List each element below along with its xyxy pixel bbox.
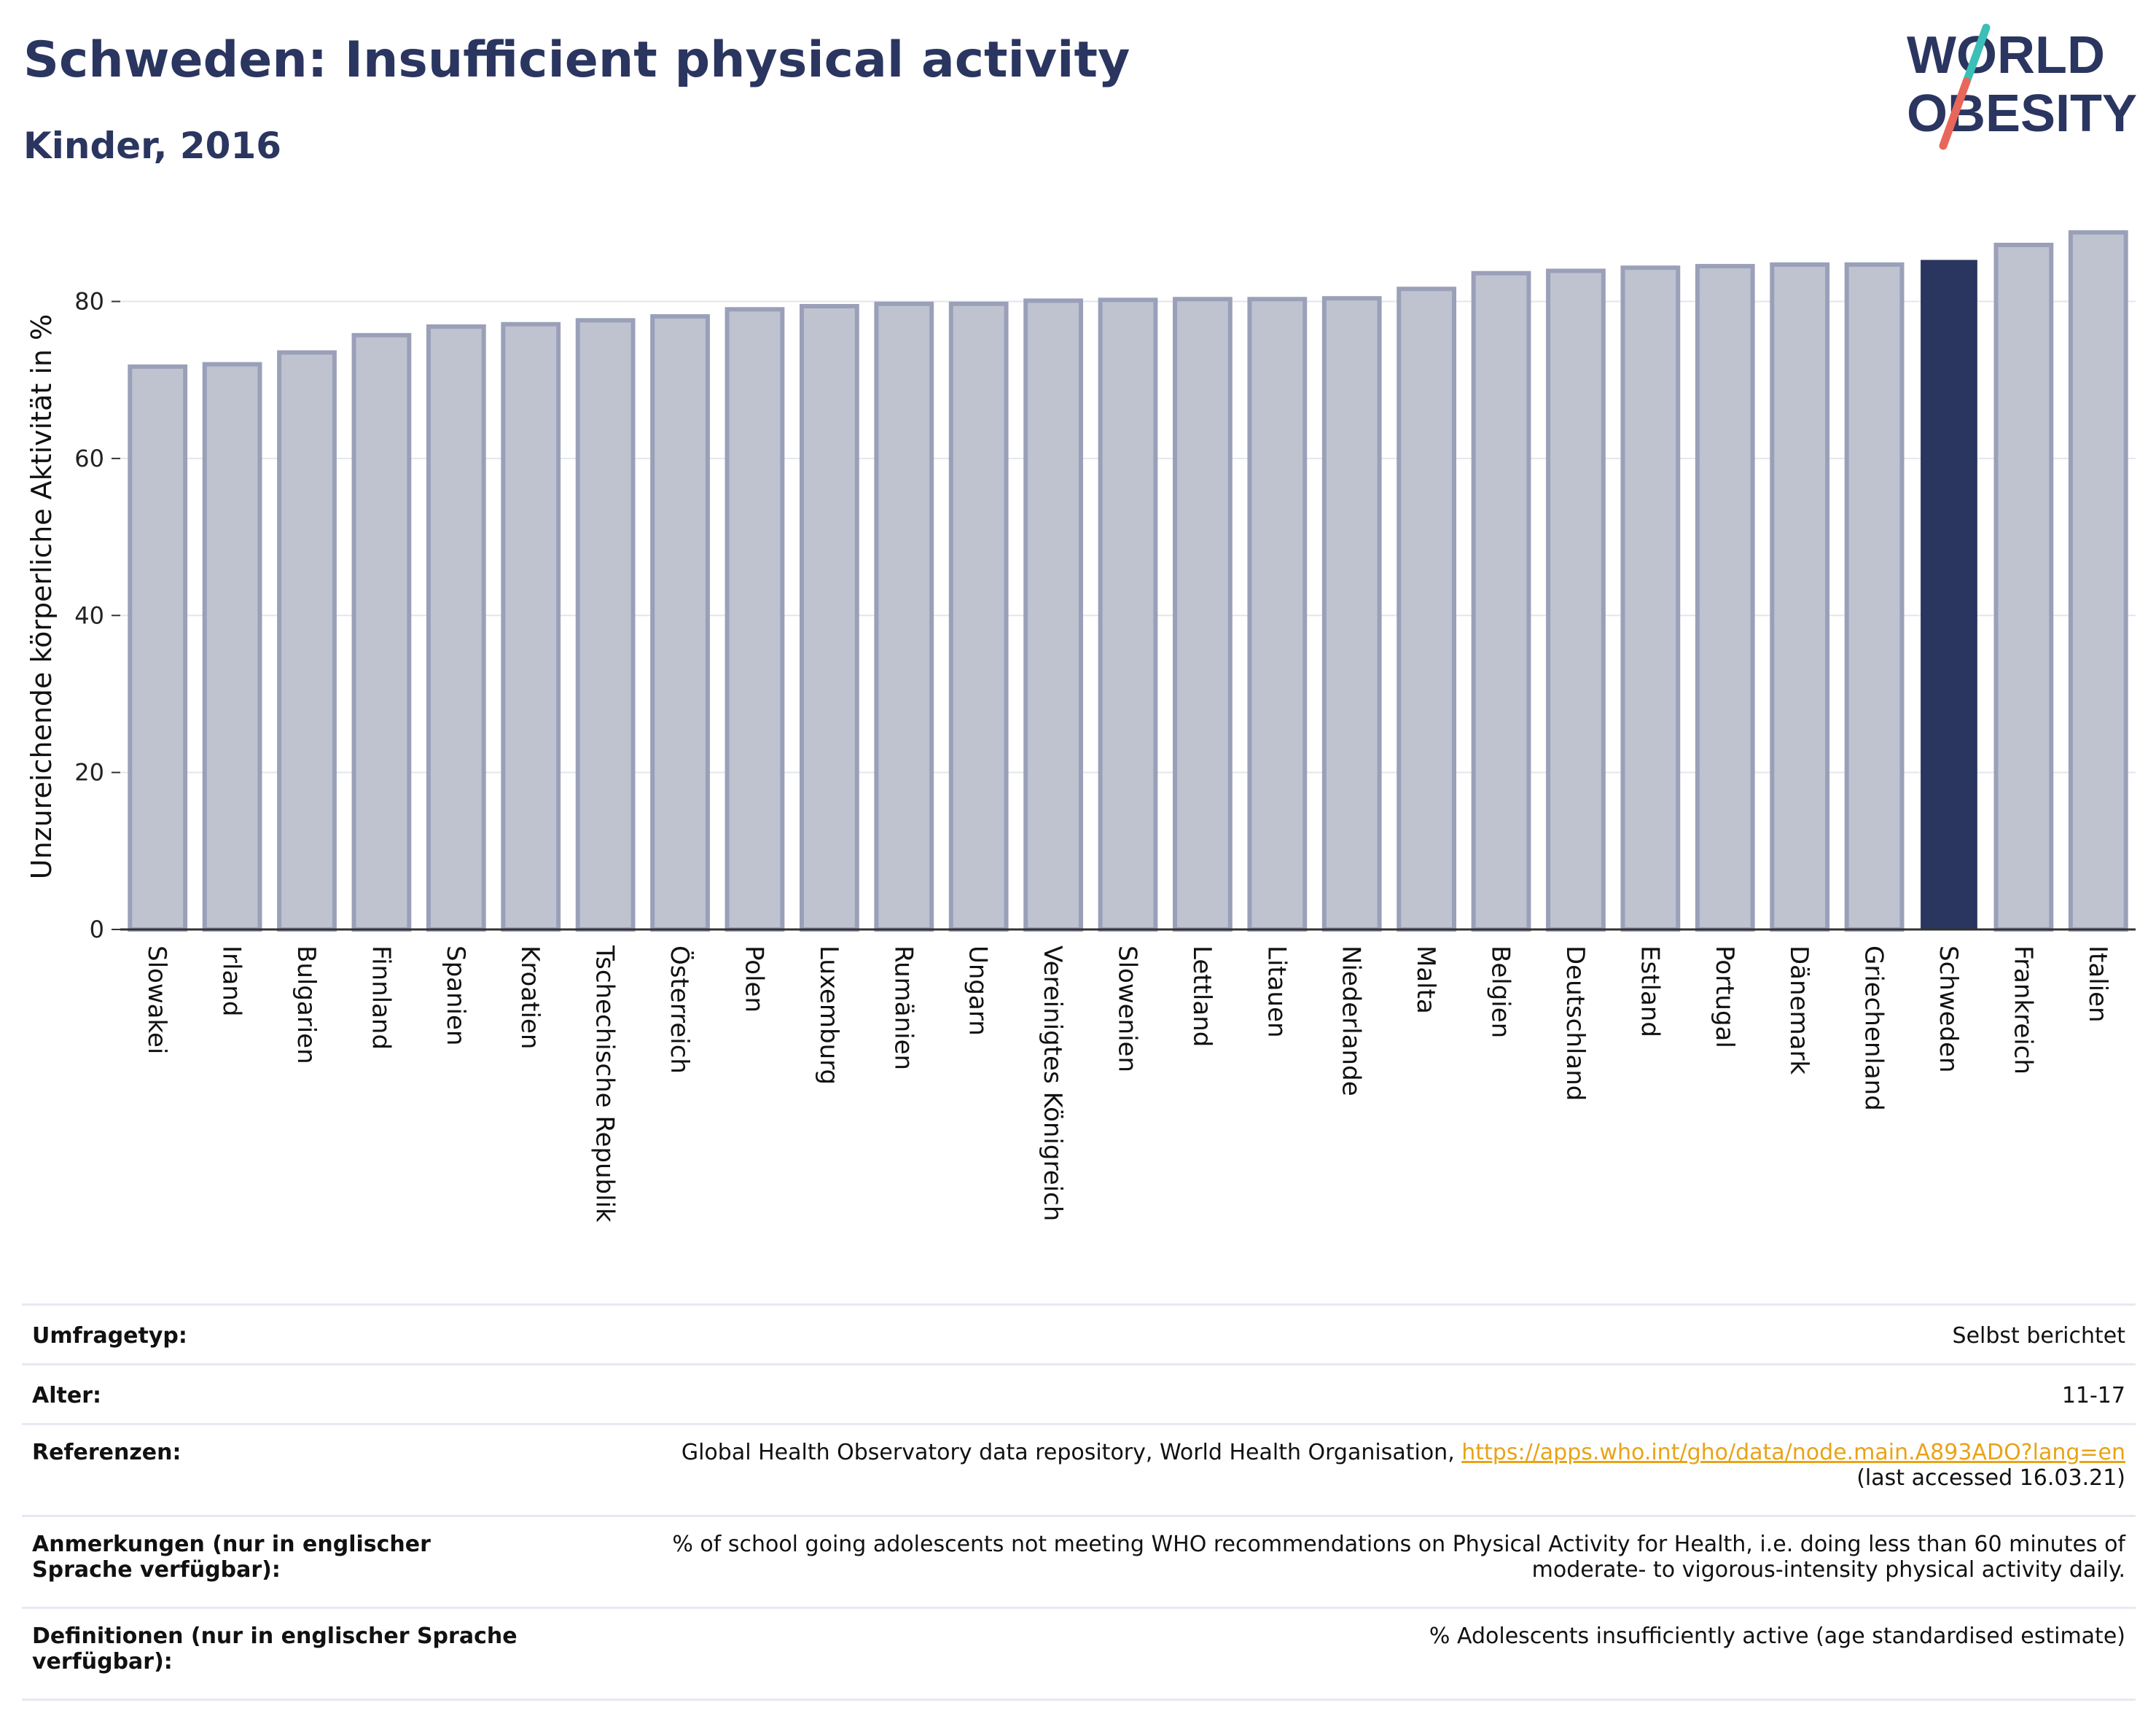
x-tick-label: Slowakei xyxy=(142,946,171,1054)
bar xyxy=(277,350,337,932)
info-row-notes: Anmerkungen (nur in englischer Sprache v… xyxy=(22,1515,2136,1608)
info-key: Definitionen (nur in englischer Sprache … xyxy=(22,1607,532,1701)
notes-line1: % of school going adolescents not meetin… xyxy=(672,1532,2125,1557)
x-tick-label: Ungarn xyxy=(964,946,993,1036)
info-value: Selbst berichtet xyxy=(532,1303,2136,1365)
x-tick-label: Estland xyxy=(1635,946,1664,1037)
x-tick-label: Schweden xyxy=(1934,946,1963,1073)
bar xyxy=(724,307,785,932)
x-tick-label: Malta xyxy=(1411,946,1440,1014)
notes-line2: moderate- to vigorous-intensity physical… xyxy=(1531,1557,2125,1583)
x-tick-label: Tschechische Republik xyxy=(590,945,620,1223)
bar xyxy=(1173,297,1233,932)
y-tick-label: 40 xyxy=(74,601,104,629)
reference-accessed: (last accessed 16.03.21) xyxy=(1856,1465,2125,1491)
bar xyxy=(1546,268,1606,932)
bar-highlighted xyxy=(1921,260,1977,930)
y-tick-label: 0 xyxy=(90,916,104,943)
bar xyxy=(501,321,561,932)
x-tick-label: Irland xyxy=(217,946,246,1016)
x-tick-label: Italien xyxy=(2083,946,2112,1023)
x-tick-label: Lettland xyxy=(1187,946,1216,1047)
bar xyxy=(1397,286,1457,932)
x-tick-label: Finnland xyxy=(366,946,395,1050)
world-obesity-logo: WORLD OBESITY xyxy=(1907,23,2137,150)
bar xyxy=(1321,296,1382,932)
x-tick-label: Kroatien xyxy=(515,946,544,1049)
x-tick-label: Bulgarien xyxy=(292,946,321,1064)
bar xyxy=(2068,230,2128,932)
bar xyxy=(948,301,1009,932)
info-value: 11-17 xyxy=(532,1363,2136,1424)
x-tick-label: Vereinigtes Königreich xyxy=(1038,946,1067,1221)
logo-slash-teal xyxy=(1962,23,1991,86)
y-tick-label: 60 xyxy=(74,445,104,472)
info-value: % Adolescents insufficiently active (age… xyxy=(532,1607,2136,1701)
bar xyxy=(650,313,710,932)
x-tick-label: Dänemark xyxy=(1784,946,1813,1075)
bar xyxy=(1844,262,1905,932)
x-tick-label: Spanien xyxy=(441,946,470,1045)
bar xyxy=(351,332,412,932)
info-key: Umfragetyp: xyxy=(22,1303,532,1365)
bar xyxy=(1098,297,1158,932)
y-axis-title: Unzureichende körperliche Aktivität in % xyxy=(26,314,58,879)
info-key: Referenzen: xyxy=(22,1423,532,1516)
reference-link[interactable]: https://apps.who.int/gho/data/node.main.… xyxy=(1461,1440,2125,1465)
info-key: Alter: xyxy=(22,1363,532,1424)
bar xyxy=(1471,270,1531,932)
chart-title: Schweden: Insufficient physical activity xyxy=(23,31,1130,89)
y-tick-label: 20 xyxy=(74,759,104,787)
bar xyxy=(426,324,486,932)
bar xyxy=(1993,242,2054,932)
bar xyxy=(1023,298,1083,932)
x-tick-label: Österreich xyxy=(665,946,695,1074)
x-tick-label: Luxemburg xyxy=(814,946,843,1085)
logo-line1: WORLD xyxy=(1907,26,2105,85)
bar xyxy=(1695,264,1755,932)
info-row-age: Alter: 11-17 xyxy=(22,1363,2136,1424)
bar xyxy=(575,318,636,932)
y-tick-label: 80 xyxy=(74,288,104,316)
x-tick-label: Polen xyxy=(739,946,768,1013)
info-value: % of school going adolescents not meetin… xyxy=(532,1515,2136,1608)
info-row-survey-type: Umfragetyp: Selbst berichtet xyxy=(22,1303,2136,1365)
bar xyxy=(1247,297,1308,932)
bar xyxy=(799,303,859,932)
bar-chart: 0 20 40 60 80 Unzureichende körperliche Aktiv… xyxy=(26,230,2136,1223)
bar xyxy=(874,301,934,932)
logo-slash-red xyxy=(1939,77,1971,150)
info-row-references: Referenzen: Global Health Observatory da… xyxy=(22,1423,2136,1516)
x-tick-label: Portugal xyxy=(1710,946,1739,1048)
chart-subtitle: Kinder, 2016 xyxy=(23,125,282,167)
reference-text: Global Health Observatory data repositor… xyxy=(681,1440,1462,1465)
bar xyxy=(128,364,188,932)
info-value: Global Health Observatory data repositor… xyxy=(532,1423,2136,1516)
x-tick-label: Frankreich xyxy=(2008,946,2037,1075)
info-table: Umfragetyp: Selbst berichtet Alter: 11-1… xyxy=(22,1303,2136,1701)
x-tick-label: Slowenien xyxy=(1113,946,1142,1072)
x-tick-label: Belgien xyxy=(1486,946,1515,1038)
x-tick-label: Deutschland xyxy=(1561,946,1590,1101)
bar xyxy=(202,362,262,932)
bar xyxy=(1770,262,1830,932)
x-tick-label: Litauen xyxy=(1262,946,1291,1038)
x-tick-label: Rumänien xyxy=(888,946,918,1070)
bar xyxy=(1620,265,1681,932)
info-row-definitions: Definitionen (nur in englischer Sprache … xyxy=(22,1607,2136,1701)
x-tick-label: Niederlande xyxy=(1337,946,1366,1096)
x-tick-label: Griechenland xyxy=(1859,946,1889,1111)
info-key: Anmerkungen (nur in englischer Sprache v… xyxy=(22,1515,532,1608)
